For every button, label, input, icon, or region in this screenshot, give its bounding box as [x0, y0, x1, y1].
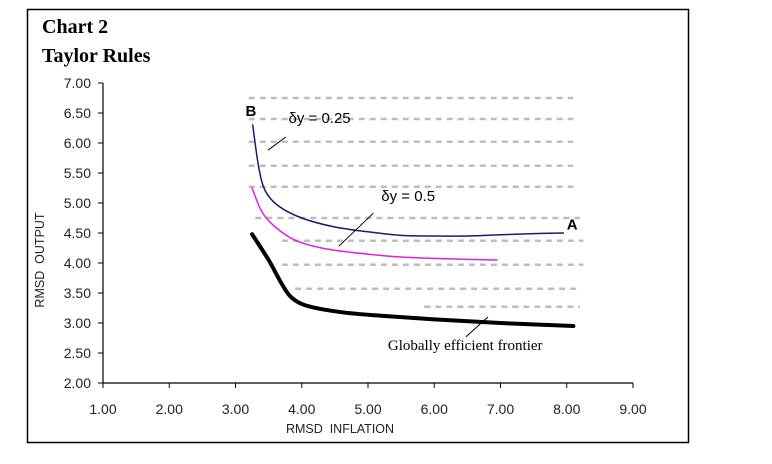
- y-tick-label: 4.50: [64, 225, 91, 241]
- x-tick-label: 5.00: [354, 401, 381, 417]
- chart-frame: [26, 8, 690, 444]
- y-tick-label: 5.00: [64, 195, 91, 211]
- series-line-dy-05: [251, 187, 498, 261]
- x-tick-label: 7.00: [487, 401, 514, 417]
- y-axis-label: RMSD OUTPUT: [33, 212, 47, 308]
- y-tick-label: 2.50: [64, 345, 91, 361]
- x-tick-label: 1.00: [89, 401, 116, 417]
- annotations: B Aδy = 0.25 δy = 0.5 Globally efficient fr…: [245, 103, 577, 354]
- y-tick-label: 5.50: [64, 165, 91, 181]
- chart-title: Chart 2: [42, 16, 108, 38]
- series-annotation-label: δy = 0.25: [289, 110, 351, 127]
- y-tick-label: 2.00: [64, 375, 91, 391]
- y-tick-label: 7.00: [64, 75, 91, 91]
- series-group: [250, 124, 576, 328]
- y-tick-label: 4.00: [64, 255, 91, 271]
- reference-lines: [248, 96, 584, 309]
- x-tick-label: 9.00: [619, 401, 646, 417]
- y-tick-label: 6.50: [64, 105, 91, 121]
- frontier-annotation-label: Globally efficient frontier: [388, 338, 543, 354]
- series-annotation-label: δy = 0.5: [381, 188, 435, 205]
- x-axis-label: RMSD INFLATION: [286, 422, 394, 436]
- point-label-a: A: [567, 216, 578, 233]
- y-tick-label: 3.50: [64, 285, 91, 301]
- series-line-frontier: [250, 232, 576, 328]
- annotation-leader-line: [267, 136, 287, 151]
- x-tick-label: 3.00: [222, 401, 249, 417]
- y-ticks: 2.00 2.50 3.00 3.50 4.00 4.50 5.00 5.50 6.00 6.50…: [64, 75, 103, 391]
- x-tick-label: 4.00: [288, 401, 315, 417]
- annotation-leader-line: [465, 316, 489, 338]
- chart-subtitle: Taylor Rules: [42, 45, 151, 67]
- x-tick-label: 2.00: [156, 401, 183, 417]
- x-tick-label: 8.00: [553, 401, 580, 417]
- point-label-b: B: [245, 103, 256, 120]
- y-tick-label: 3.00: [64, 315, 91, 331]
- x-ticks: 1.00 2.00 3.00 4.00 5.00 6.00 7.00 8.00 9.00: [89, 383, 647, 417]
- series-line-dy-025: [251, 124, 565, 237]
- y-tick-label: 6.00: [64, 135, 91, 151]
- annotation-leader-line: [338, 212, 374, 247]
- x-tick-label: 6.00: [421, 401, 448, 417]
